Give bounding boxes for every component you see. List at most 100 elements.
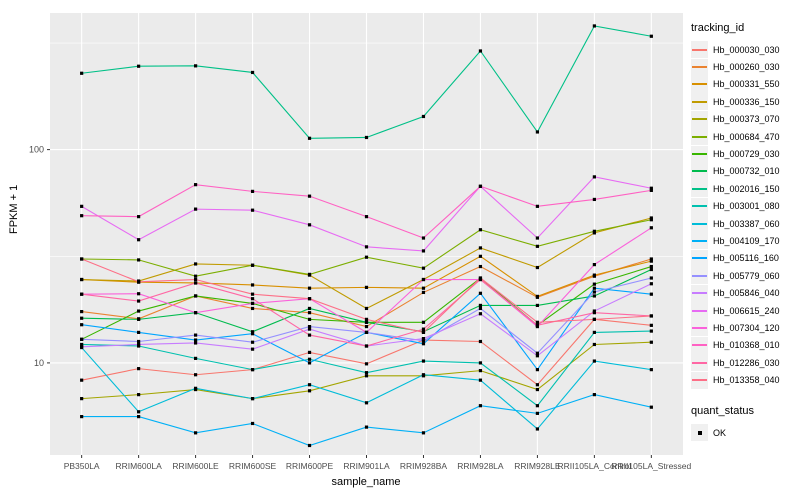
data-point <box>535 130 540 134</box>
data-point <box>193 311 198 315</box>
x-tick-label: RRIM928BA <box>400 461 448 471</box>
data-point <box>137 410 141 414</box>
data-point <box>250 330 255 334</box>
data-point <box>307 286 312 290</box>
data-point <box>250 292 255 296</box>
legend-item-Hb_000331_550: Hb_000331_550 <box>691 75 799 93</box>
data-point <box>649 259 653 263</box>
series-line-icon <box>692 292 707 295</box>
series-line-icon <box>692 66 707 69</box>
series-key <box>691 284 708 302</box>
data-point <box>193 333 198 337</box>
legend-item-Hb_000729_030: Hb_000729_030 <box>691 145 799 163</box>
series-key <box>691 249 708 267</box>
data-point <box>649 405 653 409</box>
data-point <box>592 175 596 179</box>
series-key <box>691 354 708 372</box>
data-point <box>137 330 141 334</box>
data-point <box>592 273 596 277</box>
legend-item-Hb_005779_060: Hb_005779_060 <box>691 267 799 285</box>
data-point <box>649 368 653 372</box>
legend-item-label: Hb_000684_470 <box>713 131 780 142</box>
legend-item-label: Hb_005116_160 <box>713 253 779 264</box>
data-point <box>478 339 483 344</box>
data-point <box>250 332 255 336</box>
data-point <box>535 303 540 308</box>
series-key <box>691 41 708 59</box>
data-point <box>80 337 84 341</box>
legend-item-Hb_000030_030: Hb_000030_030 <box>691 41 799 59</box>
data-point <box>250 283 255 287</box>
series-line-icon <box>692 48 707 51</box>
x-tick-label: RRIM600PE <box>286 461 334 471</box>
data-point <box>137 64 141 68</box>
data-point <box>137 367 141 371</box>
legend-item-Hb_007304_120: Hb_007304_120 <box>691 319 799 337</box>
data-point <box>592 282 596 286</box>
data-point <box>80 257 84 261</box>
data-point <box>250 189 255 193</box>
black-square-point-icon <box>697 430 702 435</box>
data-point <box>307 297 312 301</box>
data-point <box>478 184 483 188</box>
legend-title-tracking-id: tracking_id <box>691 22 745 34</box>
series-key <box>691 267 708 285</box>
data-point <box>250 208 255 212</box>
data-point <box>421 373 426 377</box>
data-point <box>649 340 653 344</box>
data-point <box>592 286 596 290</box>
data-point <box>137 215 141 219</box>
data-point <box>137 317 141 321</box>
data-point <box>421 431 426 435</box>
x-tick-label: RRIM600LA <box>115 461 162 471</box>
data-point <box>421 359 426 363</box>
legend-item-label: Hb_000336_150 <box>713 96 780 107</box>
legend-item-label: Hb_000732_010 <box>713 166 780 177</box>
data-point <box>535 404 540 408</box>
data-point <box>137 258 141 262</box>
data-point <box>535 294 540 299</box>
data-point <box>478 378 483 382</box>
data-point <box>649 292 653 296</box>
x-tick-label: RRIM901LA <box>343 461 390 471</box>
data-point <box>137 299 141 303</box>
data-point <box>421 342 426 346</box>
data-point <box>421 330 426 334</box>
series-line-icon <box>692 187 707 190</box>
data-point <box>649 216 653 220</box>
data-point <box>535 368 540 372</box>
data-point <box>421 286 426 290</box>
legend-item-label: Hb_000030_030 <box>713 44 780 55</box>
data-point <box>193 183 198 187</box>
data-point <box>649 314 653 318</box>
data-point <box>535 320 540 324</box>
x-tick-label: RRII105LA_Stressed <box>611 461 691 471</box>
data-point <box>535 323 540 327</box>
data-point <box>592 262 596 267</box>
series-key <box>691 110 708 128</box>
data-point <box>592 197 596 202</box>
data-point <box>421 249 426 253</box>
data-point <box>364 344 369 348</box>
series-key <box>691 58 708 76</box>
series-line-icon <box>692 153 707 156</box>
legend-item-Hb_002016_150: Hb_002016_150 <box>691 180 799 198</box>
data-point <box>592 342 596 347</box>
data-point <box>478 264 483 269</box>
legend-item-label: Hb_005846_040 <box>713 288 780 299</box>
data-point <box>478 276 483 280</box>
data-point <box>364 215 369 219</box>
legend-item-label: Hb_010368_010 <box>713 340 780 351</box>
data-point <box>478 361 483 365</box>
series-key <box>691 371 708 389</box>
data-point <box>193 338 198 342</box>
data-point <box>421 236 426 240</box>
legend-item-Hb_000732_010: Hb_000732_010 <box>691 162 799 180</box>
data-point <box>421 339 426 343</box>
data-point <box>421 277 426 282</box>
data-point <box>592 393 596 397</box>
data-point <box>250 70 255 75</box>
data-point <box>80 309 84 314</box>
data-point <box>535 354 540 358</box>
